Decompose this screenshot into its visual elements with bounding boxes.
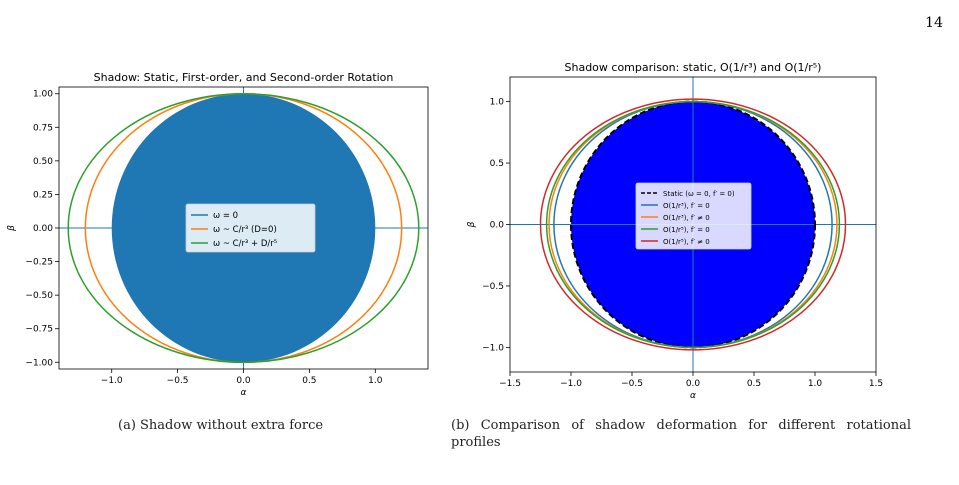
x-tick-label: 0.5	[302, 376, 316, 386]
x-tick-label: 0.5	[747, 379, 761, 389]
legend-label-0: ω = 0	[213, 211, 238, 221]
figure-b: Shadow comparison: static, O(1/r³) and O…	[467, 0, 950, 401]
chart-b: Shadow comparison: static, O(1/r³) and O…	[467, 61, 883, 401]
legend-label-0: Static (ω = 0, f′ = 0)	[663, 190, 735, 198]
x-tick-label: 1.5	[869, 379, 883, 389]
x-tick-label: −0.5	[167, 376, 189, 386]
series-line-4	[539, 98, 847, 351]
y-tick-label: −0.5	[482, 282, 504, 292]
y-tick-label: 0.5	[490, 159, 504, 169]
y-tick-label: 0.75	[33, 123, 53, 133]
series-line-3	[545, 100, 841, 349]
x-tick-label: 1.0	[368, 376, 383, 386]
legend-box	[635, 182, 752, 250]
chart-title: Shadow: Static, First-order, and Second-…	[94, 71, 394, 84]
legend-label-1: ω ~ C/r³ (D=0)	[213, 225, 277, 235]
page-number: 14	[925, 15, 943, 31]
legend-box	[185, 203, 316, 253]
y-tick-label: −0.25	[25, 258, 53, 268]
chart-title: Shadow comparison: static, O(1/r³) and O…	[565, 61, 822, 74]
y-axis-label: β	[467, 221, 477, 228]
x-tick-label: −1.0	[101, 376, 123, 386]
x-tick-label: 0.0	[686, 379, 701, 389]
x-axis-label: α	[241, 388, 247, 398]
y-tick-label: 0.0	[490, 221, 505, 231]
legend-label-2: ω ~ C/r³ + D/r⁵	[213, 239, 277, 249]
x-tick-label: −1.0	[560, 379, 582, 389]
y-tick-label: 0.25	[33, 190, 53, 200]
y-tick-label: −1.00	[25, 358, 53, 368]
legend-label-4: O(1/r⁵), f′ ≠ 0	[663, 238, 710, 246]
y-tick-label: 1.0	[490, 98, 505, 108]
caption-a: (a) Shadow without extra force	[118, 418, 324, 433]
y-axis-label: β	[7, 225, 17, 232]
x-axis-label: α	[690, 391, 696, 401]
caption-b: (b) Comparison of shadow deformation for…	[451, 418, 911, 450]
y-tick-label: −1.0	[482, 343, 504, 353]
x-tick-label: 0.0	[236, 376, 251, 386]
y-tick-label: −0.75	[25, 325, 53, 335]
chart-a: Shadow: Static, First-order, and Second-…	[7, 71, 429, 398]
x-tick-label: −1.5	[499, 379, 521, 389]
legend-label-2: O(1/r³), f′ ≠ 0	[663, 214, 710, 222]
y-tick-label: 1.00	[33, 90, 53, 100]
legend-label-3: O(1/r⁵), f′ = 0	[663, 226, 710, 234]
legend-label-1: O(1/r³), f′ = 0	[663, 202, 710, 210]
y-tick-label: −0.50	[25, 291, 53, 301]
x-tick-label: −0.5	[621, 379, 643, 389]
series-line-2	[67, 92, 420, 364]
y-tick-label: 0.00	[33, 224, 53, 234]
figure-a: Shadow: Static, First-order, and Second-…	[0, 0, 470, 400]
x-tick-label: 1.0	[808, 379, 823, 389]
y-tick-label: 0.50	[33, 157, 53, 167]
